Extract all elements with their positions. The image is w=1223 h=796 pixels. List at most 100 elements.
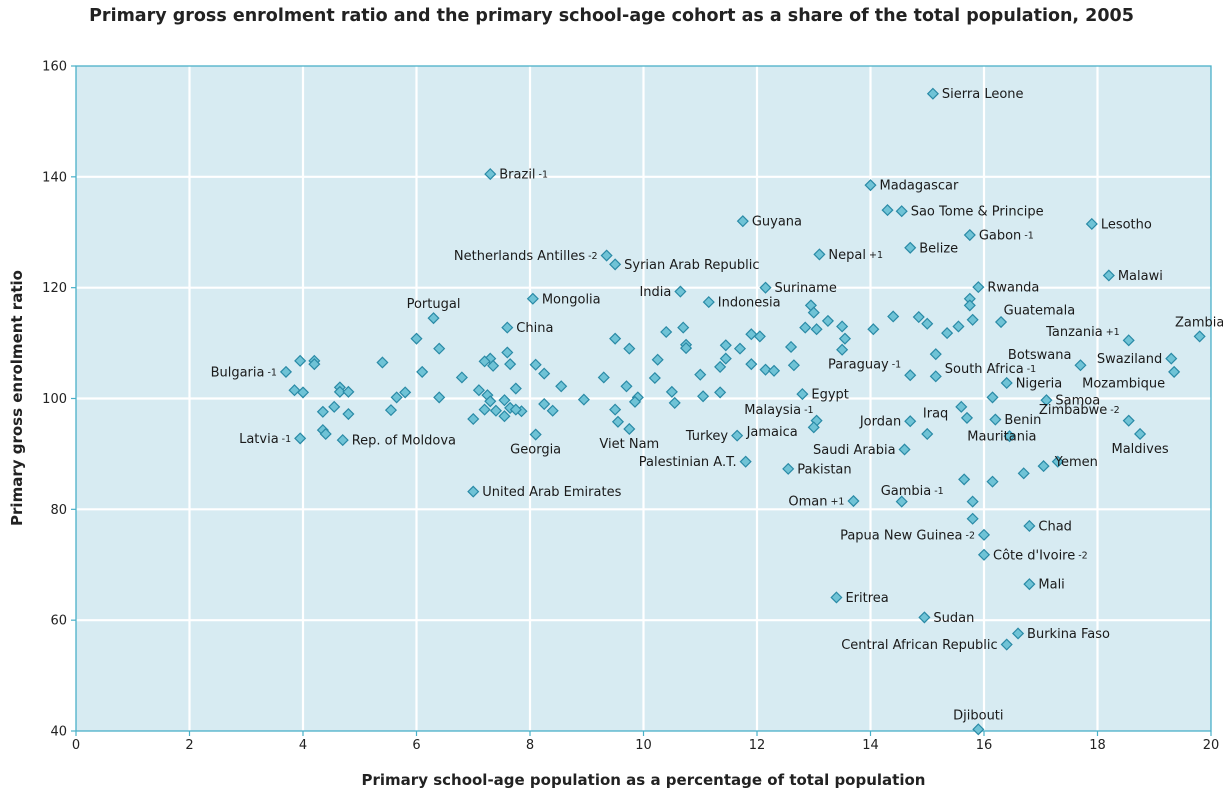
point-label: Mali [1038,578,1064,593]
point-label: Guyana [752,215,802,230]
data-point [1085,217,1098,230]
point-label: Gambia -1 [881,484,944,499]
data-point [376,356,389,369]
data-point [1012,627,1025,640]
point-label: Belize [919,241,958,256]
data-point [609,258,622,271]
x-tick-label: 14 [862,738,879,753]
x-tick-label: 8 [526,738,534,753]
point-label: Bulgaria -1 [211,365,277,380]
data-point [810,323,823,336]
x-tick-label: 10 [635,738,652,753]
data-point [895,495,908,508]
data-point [989,413,1002,426]
data-point [501,346,514,359]
data-point [333,385,346,398]
y-tick-label: 100 [42,392,67,407]
data-point [864,179,877,192]
point-label: Viet Nam [599,437,659,452]
data-point [830,591,843,604]
point-label: Madagascar [880,179,960,194]
data-point [966,495,979,508]
data-point [529,358,542,371]
point-label: Rep. of Moldova [352,434,456,449]
x-tick-label: 6 [412,738,420,753]
point-label: Mozambique [1082,376,1165,391]
data-point [677,321,690,334]
data-point [668,396,681,409]
data-point [319,427,332,441]
data-point [807,421,820,434]
point-label: Pakistan [797,462,851,477]
point-label: India [639,285,671,300]
data-point [881,204,894,217]
data-point [1051,455,1064,468]
data-point [546,404,559,417]
scatter-chart: 0 2 4 6 8 10 12 14 16 18 20 40 60 80 100 120 140 160 Sie… [42,60,1223,754]
point-label: Tanzania +1 [1045,325,1120,340]
data-point [484,168,497,181]
data-point [753,330,766,343]
data-point [623,342,636,355]
data-point [918,611,931,624]
data-point [336,434,349,447]
point-label: Maldives [1112,442,1169,457]
data-point [294,354,307,367]
point-label: China [516,321,553,336]
data-point [745,328,758,341]
point-label: Côte d'Ivoire -2 [993,548,1088,563]
point-label: Central African Republic [841,638,997,653]
point-label: Egypt [811,388,849,403]
x-tick-label: 18 [1089,738,1106,753]
data-point [952,320,965,333]
data-point [733,342,747,355]
point-label: Lesotho [1101,217,1152,232]
grid-lines [76,66,1211,731]
data-point [600,249,613,262]
data-point [972,723,985,736]
data-point [1000,638,1013,651]
point-label: Sudan [933,611,974,626]
data-point [736,215,749,228]
data-point [1003,430,1016,443]
data-point [929,348,942,361]
data-point [966,512,979,525]
data-point [904,369,917,382]
data-point [799,321,812,334]
data-point [648,371,661,385]
point-label: Jamaica [746,425,798,440]
data-point [660,325,673,339]
data-point [384,404,398,417]
data-point [484,395,497,408]
data-point [1122,414,1135,427]
data-point [847,494,860,508]
point-label: Syrian Arab Republic [624,258,759,273]
data-point [342,407,355,421]
data-point [609,332,622,345]
y-tick-label: 40 [50,725,67,740]
data-point [986,475,999,488]
x-tick-label: 20 [1203,738,1220,753]
data-point [1122,334,1135,347]
data-point [555,380,568,393]
point-label: Swaziland [1097,352,1162,367]
data-point [296,386,310,399]
data-point [782,462,795,475]
data-point [526,292,539,305]
x-tick-label: 12 [749,738,766,753]
point-label: Iraq [923,406,948,421]
point-label: Oman +1 [788,495,844,510]
data-point [960,411,974,424]
point-label: Nigeria [1016,376,1063,391]
point-label: Nepal +1 [828,248,883,263]
data-point [399,386,412,399]
data-point [611,415,625,428]
point-label: Netherlands Antilles -2 [454,249,598,264]
data-point [821,314,834,327]
data-point [941,327,954,340]
data-point [694,368,707,381]
data-point [390,391,403,404]
data-point [739,455,752,468]
x-tick-label: 4 [299,738,307,753]
data-points [279,87,1206,736]
